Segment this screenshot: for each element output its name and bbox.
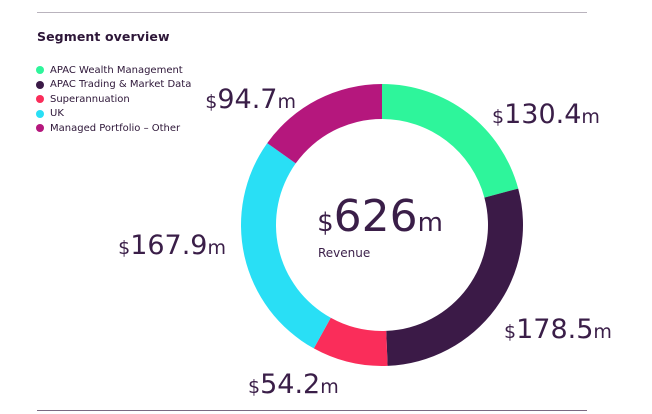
legend-dot-icon (36, 66, 44, 75)
bottom-divider (37, 410, 587, 411)
donut-slice (240, 143, 331, 349)
total-label: Revenue (318, 246, 370, 260)
legend-label: APAC Trading & Market Data (50, 79, 192, 91)
slice-value-label: $130.4m (492, 99, 600, 130)
total-value: $626m (317, 191, 443, 242)
legend-dot-icon (36, 124, 44, 133)
legend: APAC Wealth Management APAC Trading & Mar… (36, 63, 191, 136)
donut-slice (382, 84, 519, 198)
legend-item: APAC Wealth Management (36, 63, 191, 78)
legend-item: Superannuation (36, 92, 191, 107)
legend-dot-icon (36, 95, 44, 104)
legend-item: APAC Trading & Market Data (36, 78, 191, 93)
slice-value-label: $54.2m (248, 369, 339, 400)
legend-dot-icon (36, 80, 44, 89)
legend-dot-icon (36, 109, 44, 118)
top-divider (37, 12, 587, 13)
legend-label: UK (50, 108, 64, 120)
legend-label: Managed Portfolio – Other (50, 122, 181, 134)
slice-value-label: $167.9m (118, 230, 226, 261)
donut-slice (267, 84, 382, 164)
slice-value-label: $94.7m (205, 84, 296, 115)
legend-label: Superannuation (50, 93, 130, 105)
slice-value-label: $178.5m (504, 314, 612, 345)
donut-slices (240, 84, 523, 366)
donut-slice (386, 188, 523, 366)
donut-slice (313, 317, 388, 366)
legend-item: Managed Portfolio – Other (36, 121, 191, 136)
center-total: $626m Revenue (317, 191, 443, 260)
chart-title: Segment overview (37, 29, 170, 44)
legend-label: APAC Wealth Management (50, 64, 183, 76)
slice-labels: $130.4m $178.5m $54.2m $167.9m $94.7m (118, 84, 612, 400)
legend-item: UK (36, 107, 191, 122)
